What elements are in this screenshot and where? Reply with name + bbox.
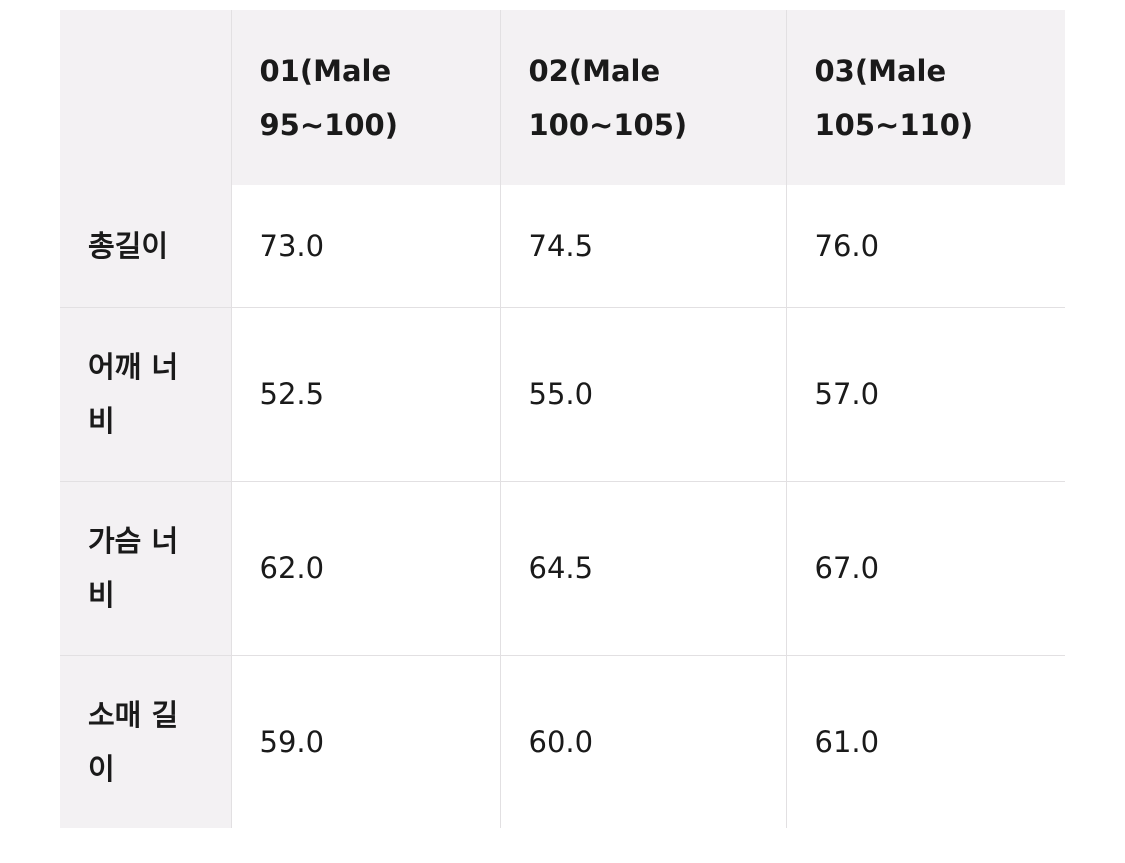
table-cell: 76.0	[785, 185, 1065, 308]
size-table: 01(Male 95~100) 02(Male 100~105) 03(Male 1…	[60, 10, 1065, 828]
column-header-text: 03(Male 105~110)	[814, 53, 974, 142]
column-header-text: 01(Male 95~100)	[259, 53, 398, 142]
table-header: 01(Male 95~100) 02(Male 100~105) 03(Male 1…	[60, 10, 1065, 185]
table-cell: 52.5	[230, 306, 501, 482]
table-body: 총길이 73.0 74.5 76.0 어깨 너비 52.5 55.0 57.0 가슴 너비 62.…	[60, 185, 1065, 828]
table-cell-text: 60.0	[528, 724, 594, 759]
row-label-text: 어깨 너비	[88, 350, 179, 438]
table-row: 소매 길이 59.0 60.0 61.0	[60, 654, 1065, 828]
row-label-text: 가슴 너비	[88, 524, 179, 612]
table-cell-text: 52.5	[259, 377, 325, 411]
table-cell-text: 62.0	[259, 551, 325, 585]
table-cell-text: 74.5	[528, 228, 594, 263]
table-cell: 67.0	[785, 480, 1065, 656]
table-cell: 74.5	[499, 185, 787, 308]
table-cell: 64.5	[499, 480, 787, 656]
table-cell: 57.0	[785, 306, 1065, 482]
table-cell: 60.0	[499, 654, 787, 828]
table-row: 가슴 너비 62.0 64.5 67.0	[60, 480, 1065, 656]
row-label: 어깨 너비	[60, 306, 232, 482]
table-cell-text: 73.0	[259, 228, 325, 263]
row-label-text: 소매 길이	[88, 697, 179, 786]
table-cell-text: 55.0	[528, 377, 594, 411]
table-cell: 61.0	[785, 654, 1065, 828]
table-cell-text: 67.0	[814, 551, 880, 585]
table-cell: 73.0	[230, 185, 501, 308]
table-cell-text: 76.0	[814, 228, 880, 263]
row-label-text: 총길이	[88, 228, 169, 263]
column-header-text: 02(Male 100~105)	[528, 53, 688, 142]
table-cell-text: 64.5	[528, 551, 594, 585]
table-cell: 55.0	[499, 306, 787, 482]
column-header: 02(Male 100~105)	[499, 10, 787, 185]
table-cell-text: 57.0	[814, 377, 880, 411]
table-cell-text: 61.0	[814, 724, 880, 759]
column-header: 03(Male 105~110)	[785, 10, 1065, 185]
row-label: 소매 길이	[60, 654, 232, 828]
table-row: 어깨 너비 52.5 55.0 57.0	[60, 306, 1065, 482]
header-row: 01(Male 95~100) 02(Male 100~105) 03(Male 1…	[60, 10, 1065, 185]
table-cell: 59.0	[230, 654, 501, 828]
table-cell: 62.0	[230, 480, 501, 656]
row-label: 총길이	[60, 185, 232, 308]
table-row: 총길이 73.0 74.5 76.0	[60, 185, 1065, 308]
table-cell-text: 59.0	[259, 724, 325, 759]
corner-cell	[60, 10, 232, 185]
column-header: 01(Male 95~100)	[230, 10, 501, 185]
row-label: 가슴 너비	[60, 480, 232, 656]
